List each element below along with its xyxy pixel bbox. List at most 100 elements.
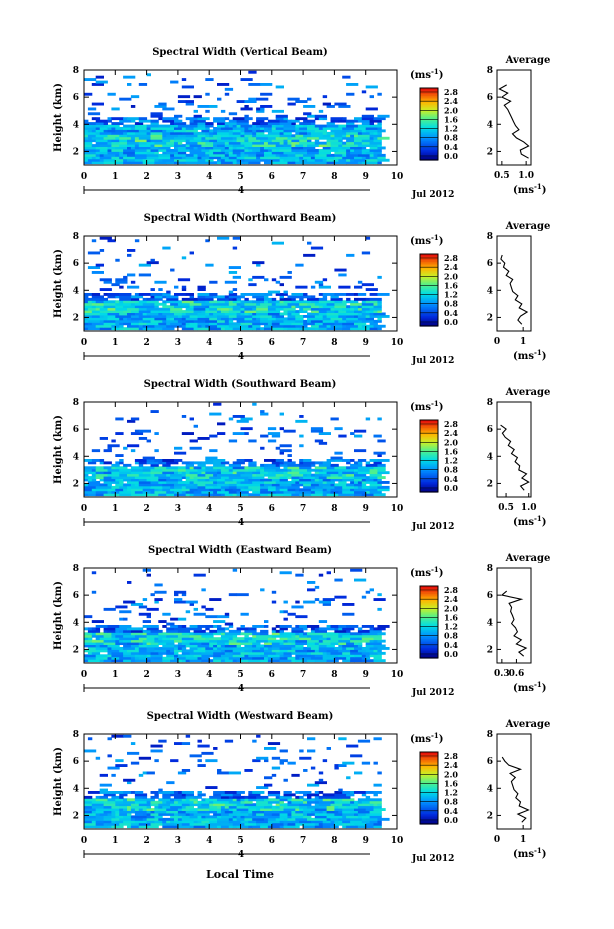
heatmap-cell [174, 817, 179, 821]
heatmap-cell [260, 327, 265, 331]
heatmap-cell [142, 297, 148, 301]
heatmap-cell [361, 129, 367, 133]
heatmap-cell [111, 310, 124, 313]
heatmap-cell [275, 307, 284, 311]
heatmap-cell [267, 639, 281, 643]
heatmap-cell [150, 131, 163, 135]
heatmap-cell [287, 310, 296, 313]
y-tick-label: 6 [73, 425, 79, 435]
heatmap-cell [193, 483, 198, 487]
heatmap-cell [244, 817, 253, 821]
heatmap-cell [174, 639, 183, 643]
heatmap-cell [201, 634, 214, 638]
heatmap-cell [84, 483, 89, 487]
heatmap-cell [181, 312, 187, 316]
heatmap-cell [146, 820, 155, 824]
heatmap-cell [361, 647, 371, 650]
heatmap-cell [334, 158, 339, 162]
heatmap-cell [189, 800, 194, 804]
heatmap-cell [84, 119, 89, 123]
average-frame [496, 401, 532, 498]
heatmap-cell [181, 651, 191, 655]
heatmap-cell [373, 791, 382, 794]
heatmap-cell [103, 481, 112, 484]
heatmap-cell [303, 810, 312, 814]
heatmap-cell [119, 151, 124, 155]
heatmap-cell [170, 803, 183, 807]
heatmap-cell [256, 136, 261, 140]
colorbar-swatch [420, 284, 438, 287]
heatmap-cell [228, 302, 238, 306]
heatmap-cell [177, 791, 183, 794]
colorbar-swatch [420, 102, 438, 105]
heatmap-cell [107, 808, 120, 811]
heatmap-cell [252, 656, 265, 660]
heatmap-cell [291, 468, 300, 472]
heatmap-cell [84, 813, 97, 816]
heatmap-cell [162, 139, 171, 143]
heatmap-cell [142, 319, 151, 323]
heatmap-cell [330, 317, 343, 321]
average-units-close: ) [542, 849, 547, 860]
heatmap-cell [236, 302, 241, 306]
heatmap-cell [154, 793, 159, 797]
heatmap-cell [205, 124, 214, 128]
heatmap-cell [260, 490, 273, 494]
heatmap-cell [244, 302, 257, 306]
heatmap-cell [307, 141, 316, 145]
colorbar-swatch [420, 795, 438, 798]
heatmap-cell [228, 131, 234, 135]
y-tick-label: 6 [73, 93, 79, 103]
heatmap-cell [369, 647, 378, 650]
heatmap-cell [185, 129, 198, 133]
heatmap-cell [177, 278, 191, 282]
heatmap-cell [91, 144, 101, 147]
heatmap-cell [354, 434, 363, 438]
heatmap-cell [357, 805, 371, 809]
heatmap-cell [166, 800, 175, 804]
heatmap-cell [295, 644, 304, 648]
heatmap-cell [99, 153, 105, 157]
heatmap-cell [240, 107, 253, 111]
heatmap-cell [334, 293, 347, 296]
heatmap-cell [248, 324, 253, 328]
heatmap-cell [146, 490, 151, 494]
colorbar-swatch [420, 782, 438, 785]
heatmap-cell [342, 324, 347, 328]
heatmap-cell [350, 822, 355, 826]
heatmap-cell [154, 105, 167, 108]
heatmap-cell [373, 761, 378, 765]
heatmap-cell [240, 307, 245, 311]
heatmap-cell [303, 151, 308, 155]
heatmap-cell [373, 136, 378, 140]
heatmap-cell [111, 117, 124, 121]
heatmap-cell [111, 485, 120, 489]
heatmap-cell [174, 468, 179, 472]
heatmap-cell [201, 466, 206, 470]
heatmap-cell [123, 117, 128, 121]
heatmap-cell [197, 158, 206, 162]
heatmap-cell [177, 149, 191, 152]
heatmap-cell [138, 141, 148, 145]
heatmap-cell [361, 485, 371, 489]
heatmap-cell [346, 305, 351, 309]
heatmap-cell [322, 490, 328, 494]
day-marker-label: 4 [238, 850, 244, 860]
heatmap-cell [205, 239, 210, 243]
heatmap-cell [115, 759, 124, 763]
heatmap-cell [267, 742, 281, 745]
heatmap-cell [236, 459, 245, 462]
heatmap-cell [244, 466, 249, 470]
colorbar-swatch [420, 620, 438, 623]
y-tick-label: 4 [73, 618, 79, 628]
heatmap-cell [264, 129, 269, 133]
heatmap-cell [326, 312, 339, 316]
heatmap-cell [334, 629, 347, 633]
heatmap-cell [177, 305, 191, 309]
heatmap-cell [84, 459, 93, 462]
heatmap-cell [373, 319, 382, 323]
heatmap-cell [158, 803, 171, 807]
heatmap-cell [354, 659, 363, 663]
colorbar-swatch [420, 97, 438, 100]
heatmap-cell [369, 803, 374, 807]
